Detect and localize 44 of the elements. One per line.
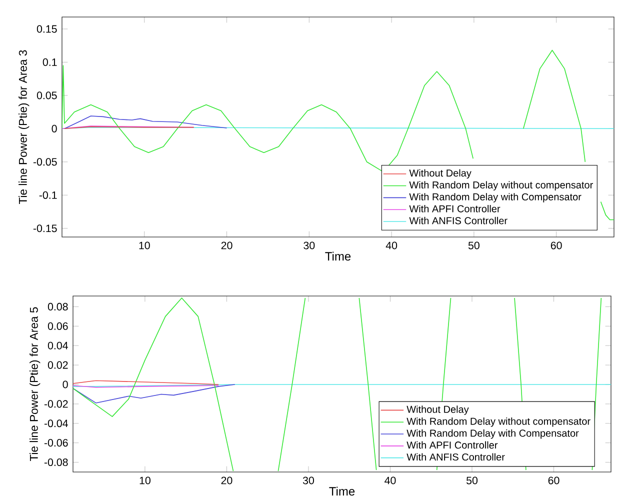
y-tick-label: 0.1: [42, 58, 57, 66]
x-tick-label: 40: [386, 242, 398, 250]
y-tick-label: -0.05: [33, 158, 57, 166]
y-tick-label: 0.05: [36, 92, 57, 100]
x-tick-label: 30: [302, 476, 314, 484]
legend-label: With Random Delay with Compensator: [409, 193, 582, 202]
y-tick-label: -0.1: [39, 191, 57, 199]
legend-label: With APFI Controller: [406, 441, 498, 449]
y-tick-label: -0.15: [33, 224, 57, 232]
x-tick-label: 10: [140, 476, 150, 484]
x-tick-label: 30: [304, 242, 315, 250]
y-tick-label: 0.15: [36, 25, 57, 33]
y-tick-label: 0.02: [48, 361, 68, 369]
x-axis-title: Time: [329, 486, 355, 496]
line-series: [73, 384, 236, 404]
y-axis-title: Tie line Power (Ptie) for Area 3: [18, 50, 30, 204]
y-tick-label: 0: [52, 124, 57, 132]
legend-label: With Random Delay without compensator: [409, 181, 593, 190]
line-series: [64, 116, 228, 130]
x-tick-label: 60: [548, 476, 560, 484]
y-tick-label: 0.04: [48, 342, 68, 350]
x-tick-label: 40: [384, 476, 396, 484]
x-tick-label: 50: [466, 476, 478, 484]
y-tick-label: 0.08: [48, 302, 68, 310]
x-tick-label: 50: [468, 242, 480, 250]
legend-label: With Random Delay with Compensator: [406, 429, 579, 439]
y-tick-label: -0.08: [44, 458, 68, 466]
x-tick-label: 20: [221, 476, 232, 484]
x-tick-label: 20: [221, 242, 232, 250]
y-tick-label: -0.06: [44, 439, 68, 447]
legend-label: With Random Delay without compensator: [406, 417, 590, 427]
legend-label: With ANFIS Controller: [409, 216, 508, 224]
legend-label: Without Delay: [406, 406, 469, 415]
y-tick-label: -0.02: [44, 400, 68, 408]
y-tick-label: -0.04: [44, 420, 68, 428]
y-axis-title: Tie line Power (Ptie) for Area 5: [30, 307, 40, 462]
legend-label: Without Delay: [409, 169, 472, 179]
x-tick-label: 10: [139, 242, 150, 250]
legend-label: With ANFIS Controller: [406, 453, 505, 461]
y-tick-label: 0.06: [48, 322, 68, 330]
y-tick-label: 0: [62, 380, 68, 388]
x-tick-label: 60: [550, 242, 562, 250]
legend-label: With APFI Controller: [409, 204, 500, 212]
x-axis-title: Time: [325, 252, 351, 261]
